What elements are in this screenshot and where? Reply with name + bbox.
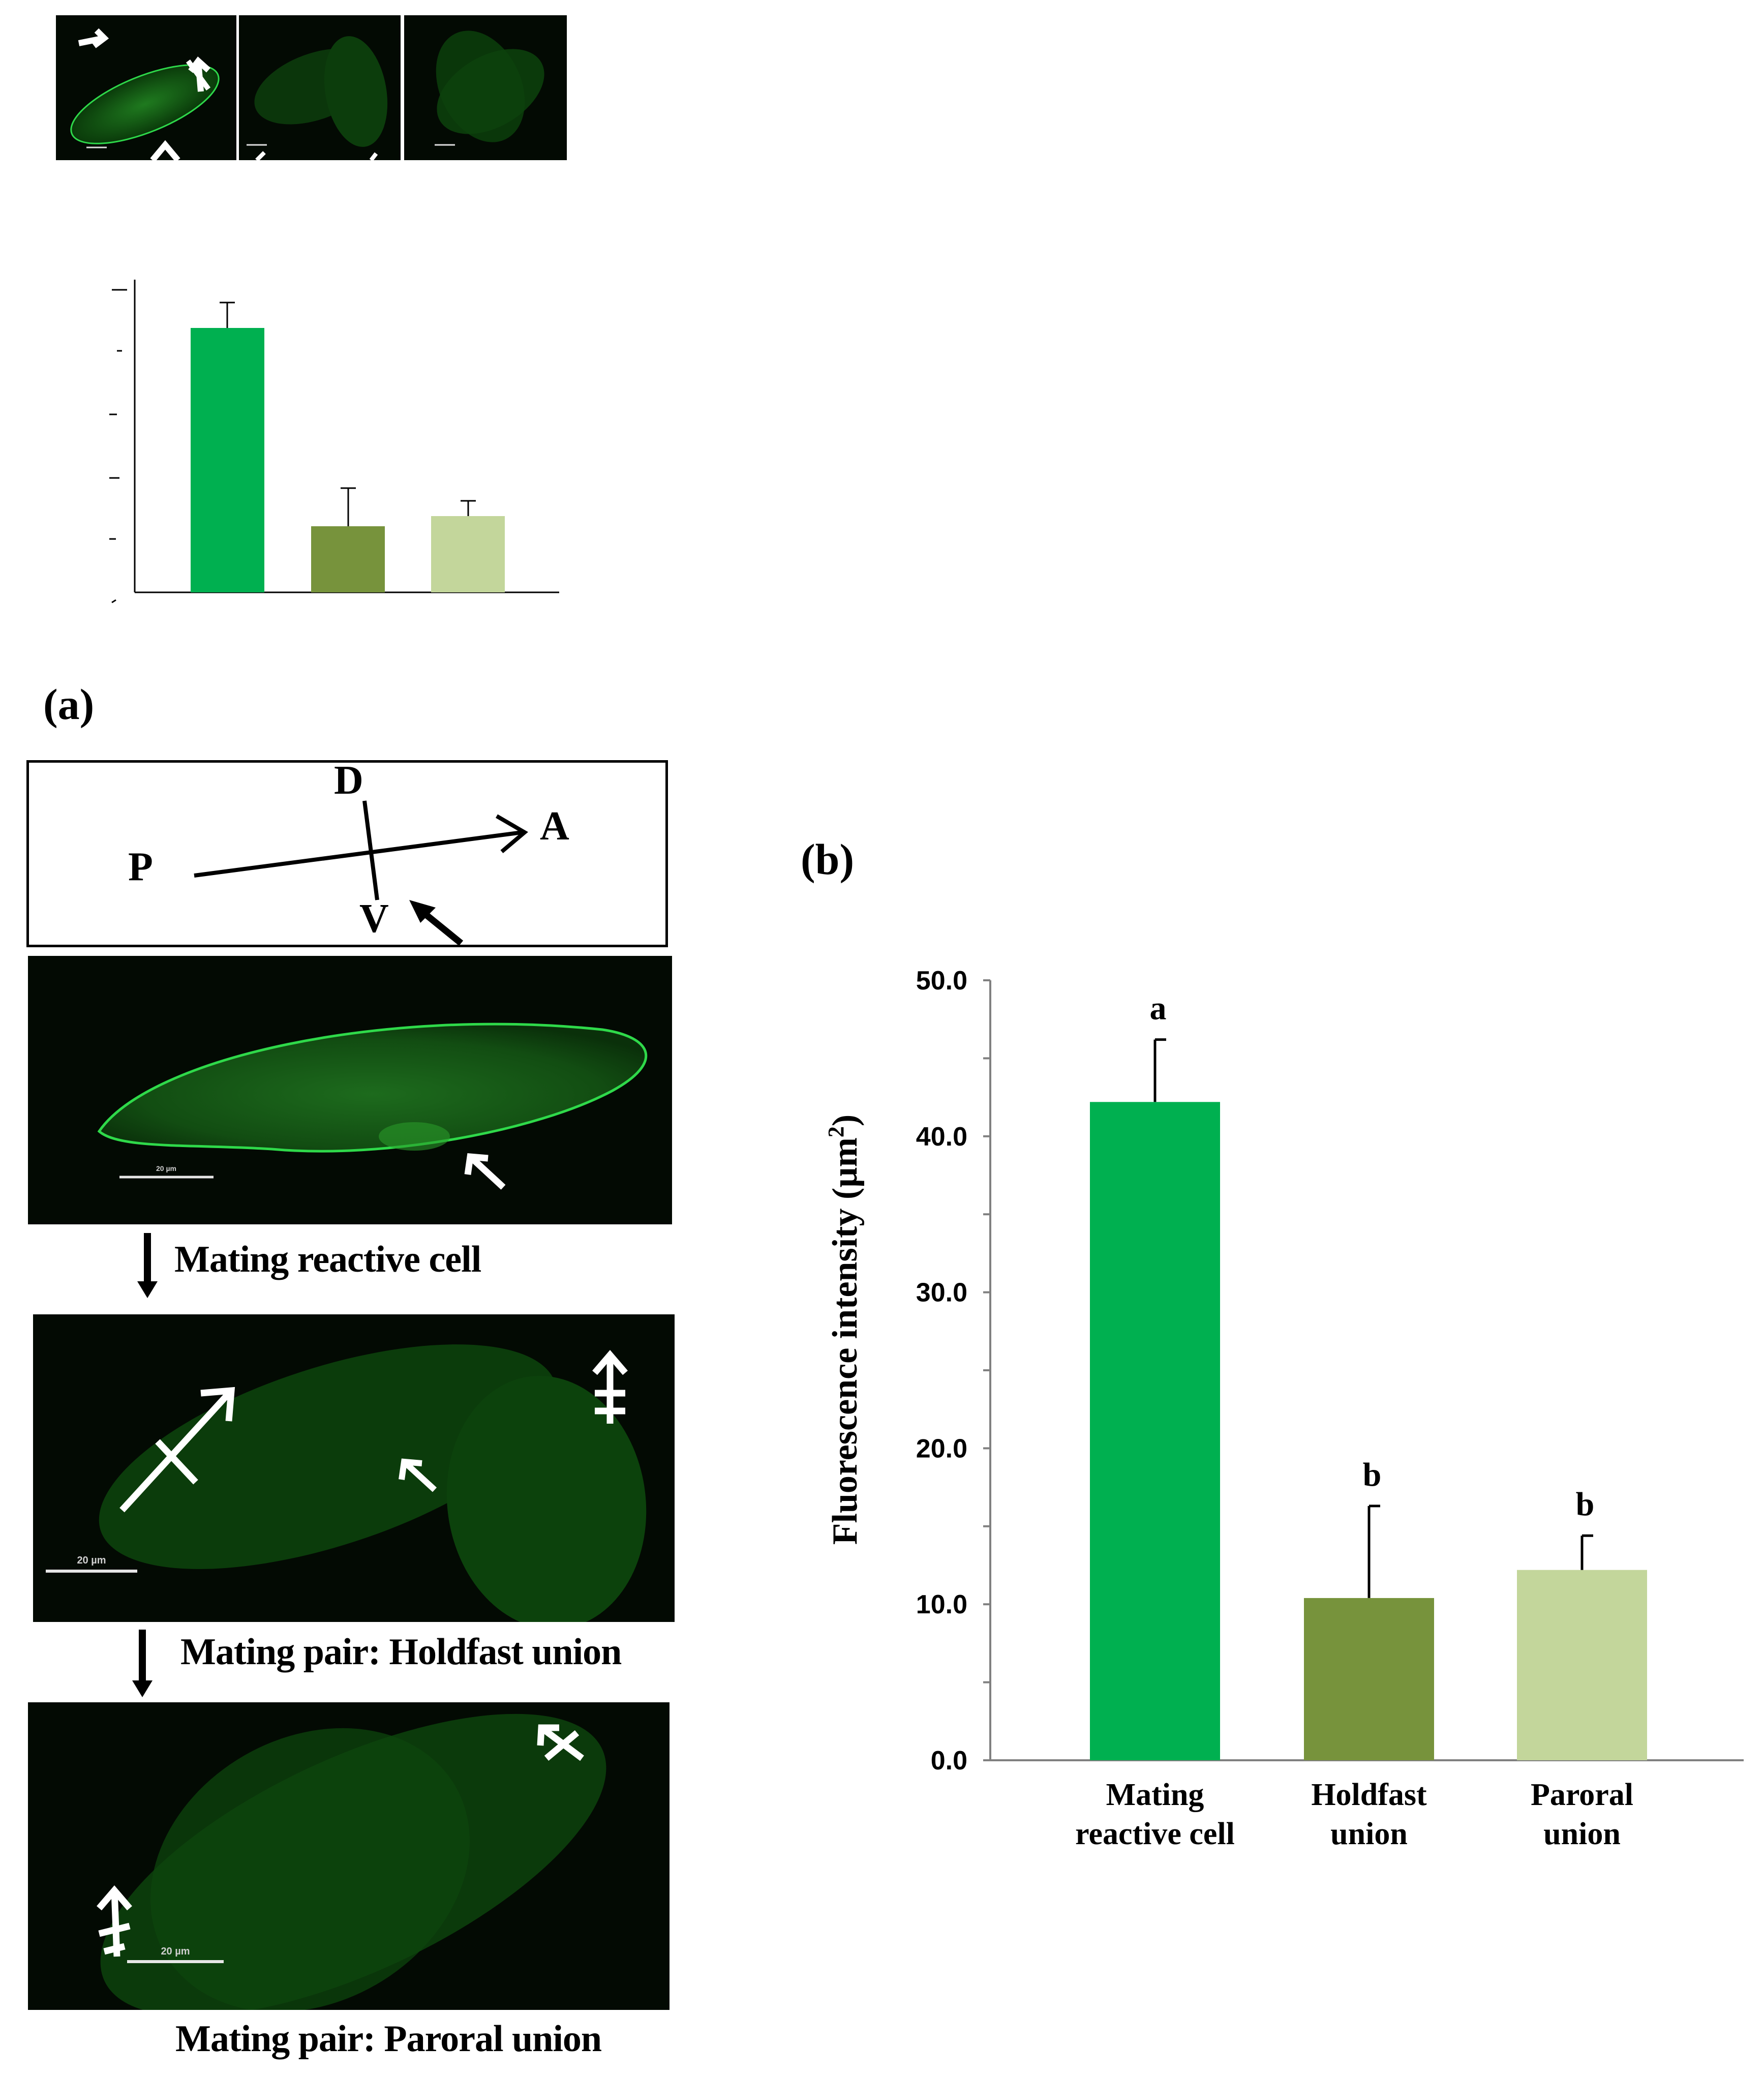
caption-holdfast: Mating pair: Holdfast union xyxy=(180,1631,622,1673)
x-category-label-2: Paroral xyxy=(1531,1778,1633,1812)
bar-1 xyxy=(1304,1598,1434,1760)
y-axis-title: Fluorescence intensity (µm2) xyxy=(824,1115,865,1545)
micrograph-reactive-cell: 20 µm xyxy=(28,956,672,1224)
posterior-label: P xyxy=(128,845,153,889)
scale-bar-label: 20 µm xyxy=(161,1946,190,1957)
dorsal-label: D xyxy=(334,758,363,803)
bar-chart: Fluorescence intensity (µm2) 0.0 10.0 20.0… xyxy=(824,966,1744,1851)
ventral-label: V xyxy=(359,896,389,941)
thumbnail-paroral-pair xyxy=(404,15,567,160)
significance-label-1: b xyxy=(1363,1456,1382,1493)
x-category-label-1-line2: union xyxy=(1330,1817,1408,1851)
bar-2 xyxy=(1517,1570,1647,1760)
x-category-label-0: Mating xyxy=(1106,1778,1204,1812)
x-category-label-2-line2: union xyxy=(1543,1817,1621,1851)
micrograph-paroral-pair: 20 µm xyxy=(28,1702,670,2010)
y-tick-label: 40.0 xyxy=(916,1122,967,1152)
y-axis-title-main: Fluorescence intensity (µm xyxy=(826,1137,865,1545)
y-axis-title-end: ) xyxy=(826,1115,865,1126)
down-arrow-icon xyxy=(132,1630,153,1697)
thumbnail-holdfast-pair xyxy=(239,15,401,160)
scale-bar-label: 20 µm xyxy=(77,1555,106,1566)
down-arrow-icon xyxy=(137,1233,158,1298)
caption-reactive-cell: Mating reactive cell xyxy=(174,1239,481,1280)
significance-label-0: a xyxy=(1150,990,1167,1027)
thumbnail-chart xyxy=(109,280,559,604)
panel-a-label: (a) xyxy=(43,680,95,729)
bar-0 xyxy=(1090,1102,1220,1760)
y-axis-title-superscript: 2 xyxy=(824,1126,848,1137)
micrograph-holdfast-pair: 20 µm xyxy=(33,1314,675,1622)
caption-paroral: Mating pair: Paroral union xyxy=(175,2018,602,2060)
x-category-label-1: Holdfast xyxy=(1311,1778,1427,1812)
orientation-diagram: D V A P xyxy=(26,758,668,947)
thumbnail-reactive-cell xyxy=(56,15,236,160)
x-category-label-0-line2: reactive cell xyxy=(1075,1817,1235,1851)
y-tick-label: 50.0 xyxy=(916,966,967,996)
scale-bar-label: 20 µm xyxy=(156,1164,176,1172)
y-tick-label: 30.0 xyxy=(916,1278,967,1308)
y-tick-label: 20.0 xyxy=(916,1434,967,1463)
panel-b-label: (b) xyxy=(801,835,855,884)
significance-label-2: b xyxy=(1576,1486,1595,1523)
y-tick-label: 10.0 xyxy=(916,1590,967,1619)
anterior-label: A xyxy=(540,804,569,849)
y-tick-label: 0.0 xyxy=(931,1746,967,1776)
